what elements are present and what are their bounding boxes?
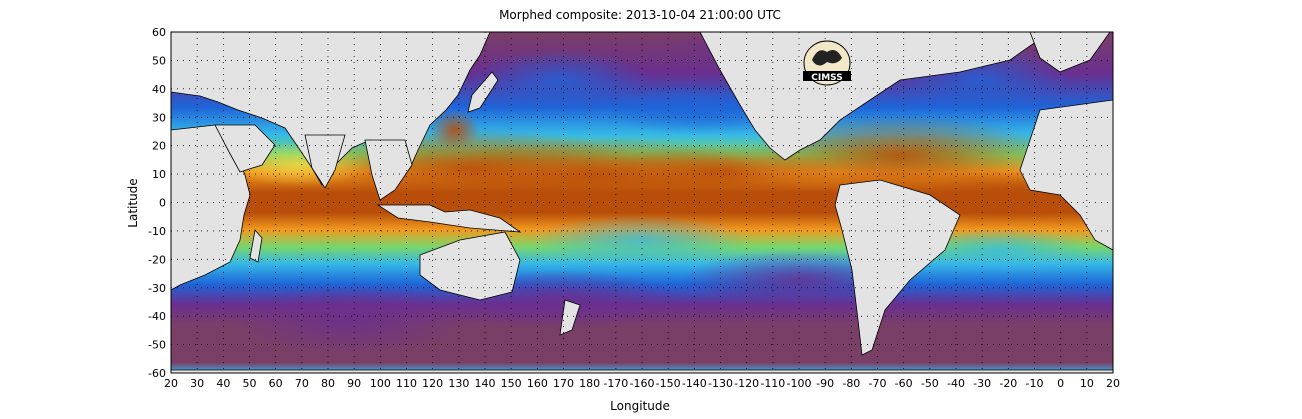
- y-tick-label: -40: [148, 310, 166, 323]
- land-europe-africa-east: [1019, 99, 1113, 251]
- y-tick-label: -10: [148, 225, 166, 238]
- x-tick-label: -100: [787, 377, 812, 390]
- land-greenland: [1029, 32, 1111, 73]
- x-axis-ticks: 20 30 40 50 60 70 80 90 100 110 120 130 140 150 160 170…: [164, 377, 1120, 390]
- y-tick-label: 60: [152, 26, 166, 39]
- y-tick-label: 50: [152, 54, 166, 67]
- x-tick-label: 120: [422, 377, 443, 390]
- land-australia: [419, 231, 521, 301]
- x-tick-label: -20: [999, 377, 1017, 390]
- x-tick-label: 140: [475, 377, 496, 390]
- x-tick-label: 160: [527, 377, 548, 390]
- y-tick-label: -50: [148, 339, 166, 352]
- x-axis-label: Longitude: [610, 399, 670, 413]
- map-plot-area: [171, 32, 1113, 373]
- x-tick-label: 100: [370, 377, 391, 390]
- x-tick-label: -110: [760, 377, 785, 390]
- x-tick-label: 150: [501, 377, 522, 390]
- x-tick-label: -150: [656, 377, 681, 390]
- land-india: [304, 134, 346, 189]
- y-tick-label: 0: [159, 197, 166, 210]
- cimss-logo: CIMSS: [803, 40, 851, 86]
- x-tick-label: -60: [895, 377, 913, 390]
- land-indochina: [364, 139, 413, 201]
- land-antarctica: [171, 369, 1113, 373]
- x-tick-label: 10: [1080, 377, 1094, 390]
- land-madagascar: [249, 229, 263, 263]
- x-tick-label: 170: [553, 377, 574, 390]
- continents: [171, 32, 1113, 373]
- x-tick-label: -70: [869, 377, 887, 390]
- x-tick-label: 0: [1057, 377, 1064, 390]
- map-gridlines: [171, 32, 1113, 373]
- land-north-america: [699, 32, 1051, 161]
- x-tick-label: -80: [842, 377, 860, 390]
- x-tick-label: -90: [816, 377, 834, 390]
- land-indonesia: [376, 204, 522, 233]
- x-tick-label: -40: [947, 377, 965, 390]
- land-japan: [467, 71, 499, 113]
- y-tick-label: 20: [152, 140, 166, 153]
- land-new-zealand: [559, 299, 581, 336]
- map-frame: [170, 31, 1114, 374]
- x-tick-label: 70: [295, 377, 309, 390]
- y-tick-label: 30: [152, 111, 166, 124]
- x-tick-label: -50: [921, 377, 939, 390]
- cimss-logo-text: CIMSS: [811, 73, 842, 83]
- x-tick-label: 30: [190, 377, 204, 390]
- x-tick-label: 20: [1106, 377, 1120, 390]
- x-tick-label: 180: [579, 377, 600, 390]
- y-tick-label: 10: [152, 168, 166, 181]
- x-tick-label: 80: [321, 377, 335, 390]
- x-tick-label: 110: [396, 377, 417, 390]
- x-tick-label: -140: [682, 377, 707, 390]
- x-tick-label: 40: [216, 377, 230, 390]
- x-tick-label: 130: [448, 377, 469, 390]
- x-tick-label: -170: [603, 377, 628, 390]
- x-tick-label: 90: [347, 377, 361, 390]
- x-tick-label: -120: [734, 377, 759, 390]
- y-tick-label: -60: [148, 367, 166, 380]
- y-axis-label: Latitude: [126, 178, 140, 227]
- x-tick-label: 60: [269, 377, 283, 390]
- y-tick-label: -30: [148, 282, 166, 295]
- land-south-america: [834, 179, 961, 356]
- x-tick-label: 50: [243, 377, 257, 390]
- x-tick-label: -130: [708, 377, 733, 390]
- x-tick-label: -10: [1026, 377, 1044, 390]
- y-tick-label: -20: [148, 253, 166, 266]
- y-axis-ticks: 60 50 40 30 20 10 0 -10 -20 -30 -40 -50 -60: [148, 26, 166, 380]
- x-tick-label: -30: [973, 377, 991, 390]
- map-title: Morphed composite: 2013-10-04 21:00:00 U…: [499, 8, 781, 22]
- land-eurasia: [171, 32, 491, 186]
- land-arabia: [214, 124, 276, 173]
- x-tick-label: 20: [164, 377, 178, 390]
- x-tick-label: -160: [630, 377, 655, 390]
- y-tick-label: 40: [152, 83, 166, 96]
